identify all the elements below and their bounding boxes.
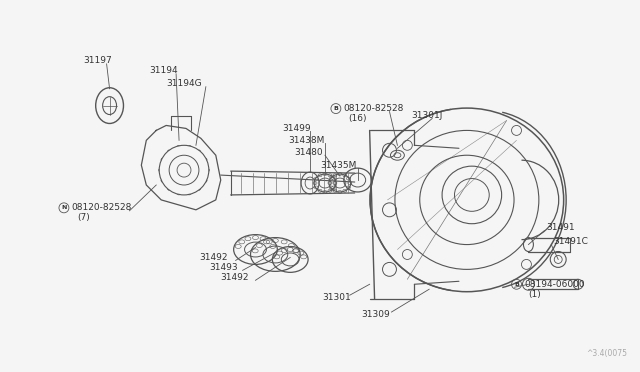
Text: ^3.4(0075: ^3.4(0075 xyxy=(587,349,628,358)
Text: 31194G: 31194G xyxy=(166,79,202,88)
Text: 31301J: 31301J xyxy=(412,111,443,120)
Text: B: B xyxy=(514,282,519,287)
Text: 31493: 31493 xyxy=(209,263,237,272)
Text: 08120-82528: 08120-82528 xyxy=(72,203,132,212)
Text: 31197: 31197 xyxy=(84,57,113,65)
Text: 31435M: 31435M xyxy=(320,161,356,170)
Text: 31309: 31309 xyxy=(362,310,390,318)
Text: 31438M: 31438M xyxy=(288,136,324,145)
Text: (16): (16) xyxy=(348,114,366,123)
Text: 08120-82528: 08120-82528 xyxy=(344,104,404,113)
Text: 31492: 31492 xyxy=(199,253,227,262)
Text: (1): (1) xyxy=(529,290,541,299)
Text: 31491: 31491 xyxy=(547,223,575,232)
Text: (7): (7) xyxy=(77,213,90,222)
Text: 08194-06000: 08194-06000 xyxy=(524,280,585,289)
Text: 31491C: 31491C xyxy=(553,237,588,246)
Text: 31194: 31194 xyxy=(149,66,178,76)
Text: B: B xyxy=(333,106,339,111)
Text: 31492: 31492 xyxy=(221,273,249,282)
Text: N: N xyxy=(61,205,67,210)
Text: 31301: 31301 xyxy=(322,293,351,302)
Text: 31480: 31480 xyxy=(294,148,323,157)
Text: 31499: 31499 xyxy=(282,124,311,133)
